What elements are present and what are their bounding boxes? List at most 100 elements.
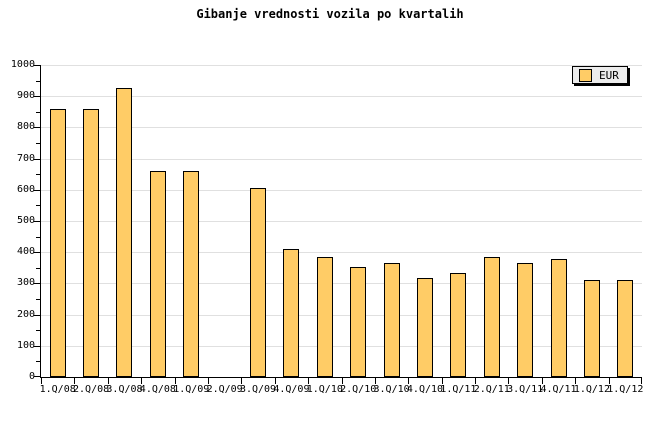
x-axis-tick-label: 2.Q/09 — [206, 384, 243, 395]
y-axis-tick-label: 0 — [28, 371, 35, 382]
chart-title: Gibanje vrednosti vozila po kvartalih — [196, 7, 464, 21]
x-axis-tick-label: 1.Q/09 — [173, 384, 210, 395]
gridline — [41, 96, 642, 97]
y-axis-minor-tick — [36, 112, 40, 113]
y-axis-tick-label: 200 — [16, 309, 35, 320]
y-axis-major-tick — [34, 252, 40, 253]
x-axis-tick — [342, 378, 343, 384]
bar — [83, 109, 99, 377]
x-axis-tick-label: 2.Q/08 — [73, 384, 110, 395]
y-axis-minor-tick — [36, 299, 40, 300]
x-axis-tick — [641, 378, 642, 384]
gridline — [41, 283, 642, 284]
x-axis-tick — [141, 378, 142, 384]
y-axis-major-tick — [34, 283, 40, 284]
gridline — [41, 65, 642, 66]
x-axis-tick — [108, 378, 109, 384]
bar — [150, 171, 166, 377]
bar — [350, 267, 366, 377]
gridline — [41, 315, 642, 316]
legend-color-swatch-icon — [579, 68, 592, 82]
x-axis-tick-label: 4.Q/10 — [406, 384, 444, 395]
gridline — [41, 252, 642, 253]
y-axis-major-tick — [34, 315, 40, 316]
x-axis-tick — [308, 378, 309, 384]
bar — [183, 171, 199, 377]
legend-series-label: EUR — [599, 68, 619, 82]
y-axis-tick-label: 700 — [16, 153, 35, 164]
x-axis-tick-label: 1.Q/08 — [39, 384, 76, 395]
y-axis-tick-label: 100 — [16, 340, 35, 351]
x-axis-tick-label: 1.Q/12 — [607, 384, 644, 395]
x-axis-tick — [442, 378, 443, 384]
y-axis-minor-tick — [36, 330, 40, 331]
y-axis-minor-tick — [36, 81, 40, 82]
y-axis-minor-tick — [36, 205, 40, 206]
bar — [250, 188, 266, 377]
x-axis-tick-label: 1.Q/10 — [306, 384, 343, 395]
bar — [417, 278, 433, 377]
gridline — [41, 346, 642, 347]
y-axis-minor-tick — [36, 361, 40, 362]
bar — [50, 109, 66, 377]
bar — [484, 257, 500, 377]
x-axis-tick — [375, 378, 376, 384]
gridline — [41, 159, 642, 160]
y-axis-minor-tick — [36, 268, 40, 269]
bars-layer — [41, 65, 642, 377]
axes-layer: 0 100 200 300 400 500 600 700 800 900 1000 1.Q/08 2.… — [11, 59, 643, 395]
y-axis-major-tick — [34, 96, 40, 97]
x-axis-tick-label: 1.Q/11 — [440, 384, 477, 395]
y-axis-major-tick — [34, 190, 40, 191]
y-axis-major-tick — [34, 221, 40, 222]
y-axis-tick-label: 400 — [16, 246, 35, 257]
bar — [450, 273, 466, 377]
x-axis-tick — [74, 378, 75, 384]
x-axis-tick-label: 3.Q/08 — [106, 384, 143, 395]
x-axis-tick — [208, 378, 209, 384]
bar — [116, 88, 132, 377]
gridline — [41, 127, 642, 128]
bar — [517, 263, 533, 377]
y-axis-tick-label: 600 — [16, 184, 35, 195]
x-axis-tick — [542, 378, 543, 384]
y-axis-minor-tick — [36, 143, 40, 144]
y-axis-major-tick — [34, 159, 40, 160]
y-axis-minor-tick — [36, 174, 40, 175]
y-axis-minor-tick — [36, 237, 40, 238]
bar — [617, 280, 633, 377]
x-axis-tick — [41, 378, 42, 384]
x-axis-tick-label: 3.Q/10 — [373, 384, 410, 395]
x-axis-tick — [175, 378, 176, 384]
y-axis-major-tick — [34, 346, 40, 347]
x-axis-tick-label: 2.Q/11 — [473, 384, 510, 395]
y-axis-tick-label: 800 — [16, 121, 35, 132]
x-axis-tick — [508, 378, 509, 384]
y-axis-tick-label: 300 — [16, 277, 35, 288]
x-axis-tick — [575, 378, 576, 384]
y-axis-major-tick — [34, 65, 40, 66]
y-axis-tick-label: 900 — [16, 90, 35, 101]
x-axis-tick — [475, 378, 476, 384]
x-axis-tick — [241, 378, 242, 384]
y-axis-tick-label: 500 — [16, 215, 35, 226]
bar — [283, 249, 299, 377]
x-axis-tick-label: 4.Q/09 — [273, 384, 310, 395]
x-axis-tick — [408, 378, 409, 384]
bar — [384, 263, 400, 377]
legend: EUR — [572, 66, 628, 84]
y-axis-major-tick — [34, 376, 40, 377]
plot-area: 0 100 200 300 400 500 600 700 800 900 1000 1.Q/08 2.… — [11, 59, 643, 395]
x-axis-tick-label: 4.Q/11 — [540, 384, 577, 395]
gridlines-layer — [41, 65, 642, 377]
bar — [551, 259, 567, 377]
x-axis-tick — [609, 378, 610, 384]
bar — [317, 257, 333, 377]
x-axis-tick — [275, 378, 276, 384]
bar — [584, 280, 600, 377]
x-axis-tick-label: 2.Q/10 — [340, 384, 377, 395]
x-axis-tick-label: 4.Q/08 — [139, 384, 176, 395]
gridline — [41, 221, 642, 222]
x-axis-tick-label: 3.Q/09 — [239, 384, 277, 395]
